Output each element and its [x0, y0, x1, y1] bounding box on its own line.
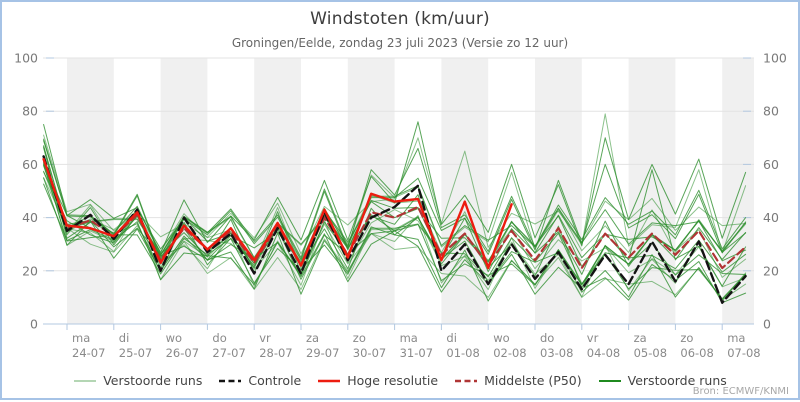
legend-label: Verstoorde runs: [103, 373, 203, 388]
y-tick-label: 20: [22, 263, 38, 278]
legend-line-swatch: [219, 379, 242, 382]
x-tick-date: 05-08: [634, 346, 667, 360]
x-tick-dow: di: [119, 331, 130, 345]
legend-line-swatch: [455, 379, 478, 382]
x-tick-dow: vr: [259, 331, 271, 345]
x-tick-date: 03-08: [540, 346, 573, 360]
x-tick-date: 28-07: [259, 346, 292, 360]
ensemble-line: [43, 157, 747, 298]
x-tick-date: 07-08: [727, 346, 760, 360]
x-tick-date: 29-07: [306, 346, 339, 360]
legend-item: Middelste (P50): [454, 373, 582, 388]
x-tick-dow: do: [540, 331, 554, 345]
day-band: [67, 58, 114, 324]
x-tick-date: 26-07: [166, 346, 199, 360]
y-tick-label: 40: [22, 210, 38, 225]
legend-label: Controle: [248, 373, 302, 388]
x-tick-dow: ma: [400, 331, 418, 345]
ensemble-line: [43, 164, 747, 300]
y-tick-label: 60: [763, 157, 779, 172]
page-subtitle: Groningen/Eelde, zondag 23 juli 2023 (Ve…: [231, 36, 569, 50]
day-band: [160, 58, 208, 324]
x-tick-dow: wo: [493, 331, 509, 345]
y-tick-label: 60: [22, 157, 38, 172]
x-tick-dow: zo: [680, 331, 693, 345]
ensemble-line: [43, 170, 747, 278]
x-tick-dow: zo: [353, 331, 366, 345]
ensemble-line: [43, 121, 747, 254]
x-tick-date: 25-07: [119, 346, 152, 360]
x-tick-dow: ma: [72, 331, 90, 345]
x-tick-dow: ma: [727, 331, 745, 345]
x-tick-date: 01-08: [446, 346, 479, 360]
y-tick-label: 40: [763, 210, 779, 225]
x-tick-dow: za: [306, 331, 319, 345]
day-band: [254, 58, 301, 324]
legend-label: Hoge resolutie: [347, 373, 439, 388]
day-band: [441, 58, 489, 324]
x-tick-dow: za: [634, 331, 647, 345]
y-tick-label: 100: [763, 51, 787, 66]
legend-item: Hoge resolutie: [317, 373, 438, 388]
y-tick-label: 100: [14, 51, 38, 66]
x-tick-date: 27-07: [212, 346, 245, 360]
x-tick-date: 24-07: [72, 346, 105, 360]
legend-item: Verstoorde runs: [73, 373, 202, 388]
source-attribution: Bron: ECMWF/KNMI: [692, 386, 789, 397]
legend-label: Middelste (P50): [484, 373, 582, 388]
y-tick-label: 80: [22, 104, 38, 119]
x-tick-dow: di: [446, 331, 457, 345]
y-tick-label: 80: [763, 104, 779, 119]
legend-item: Controle: [218, 373, 301, 388]
legend-line-swatch: [74, 379, 97, 382]
y-tick-label: 0: [763, 317, 771, 332]
legend-line-swatch: [598, 379, 621, 382]
ensemble-line: [43, 113, 747, 260]
y-tick-label: 0: [30, 317, 38, 332]
x-tick-date: 31-07: [400, 346, 433, 360]
day-band: [347, 58, 395, 324]
chart-legend: Verstoorde runs Controle Hoge resolutie Mid…: [2, 373, 798, 388]
legend-label: Verstoorde runs: [627, 373, 727, 388]
control-line: [42, 155, 747, 304]
day-band: [535, 58, 582, 324]
page-title: Windstoten (km/uur): [310, 9, 490, 29]
ensemble-line: [43, 163, 747, 267]
x-tick-date: 04-08: [587, 346, 620, 360]
x-tick-dow: vr: [587, 331, 599, 345]
y-tick-label: 20: [763, 263, 779, 278]
legend-item: Verstoorde runs: [598, 373, 727, 388]
x-tick-date: 30-07: [353, 346, 386, 360]
x-tick-dow: wo: [166, 331, 182, 345]
legend-line-swatch: [318, 379, 341, 382]
day-band: [722, 58, 754, 324]
x-tick-date: 06-08: [680, 346, 713, 360]
x-tick-date: 02-08: [493, 346, 526, 360]
x-tick-dow: do: [212, 331, 226, 345]
hres-line: [42, 157, 513, 270]
